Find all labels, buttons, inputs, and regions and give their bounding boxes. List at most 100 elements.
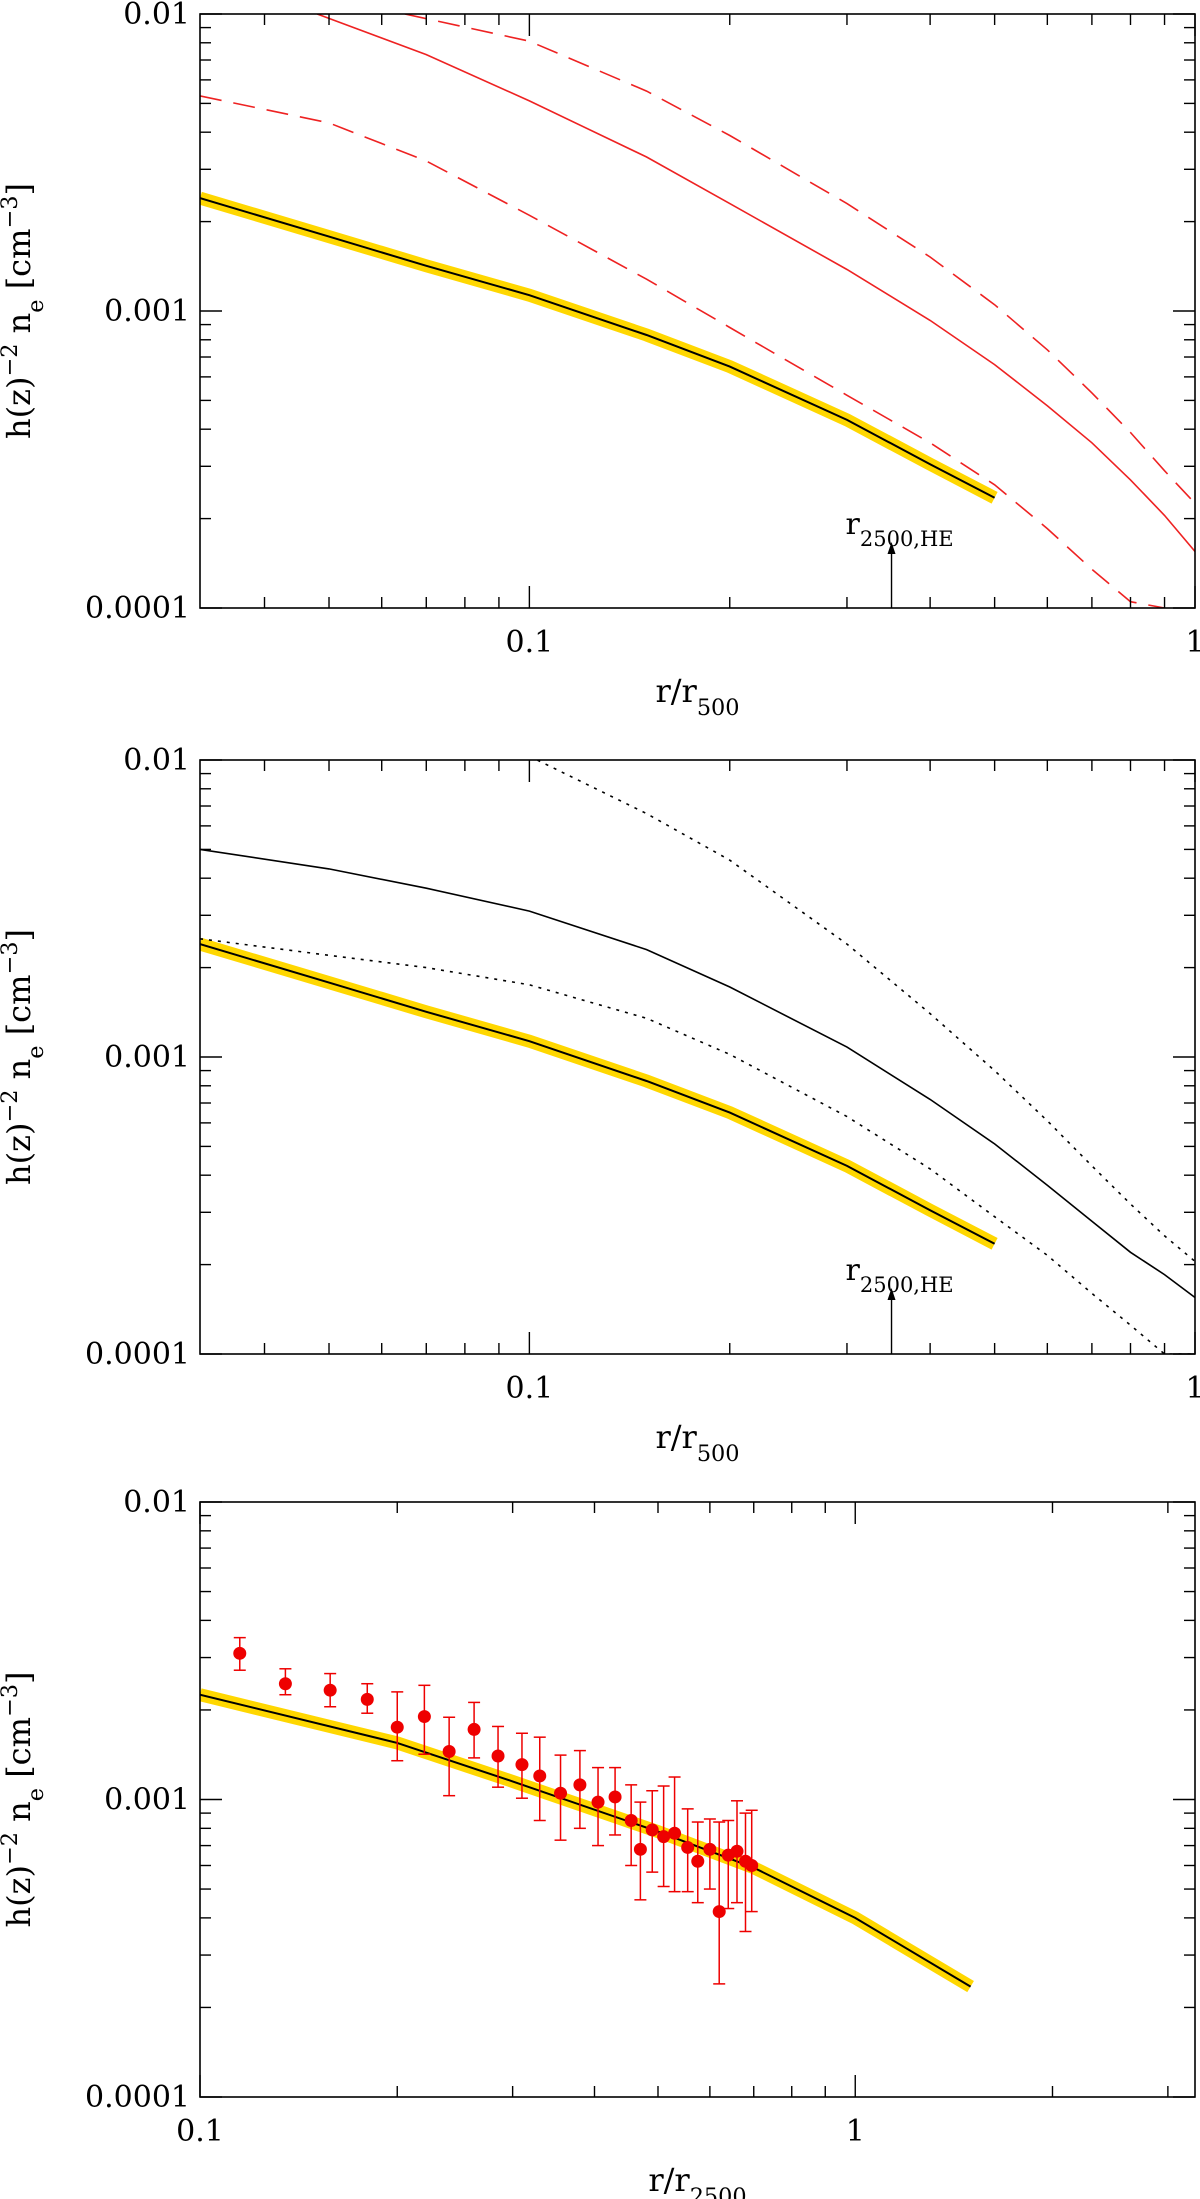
y-tick-label: 0.001 [104,294,190,329]
x-axis-label: r/r500 [655,1418,739,1467]
chart-panel-1: 0.1 1 0.0001 0.001 0.01 r/r500 h(z)−2 ne [cm−3… [0,0,1200,721]
data-marker [657,1830,671,1844]
plot-frame [199,13,1196,609]
best-fit-line [200,1693,972,1988]
x-tick-label: 0.1 [506,625,554,660]
plot-area [200,14,1195,608]
data-point [730,1800,744,1904]
r2500-label: r2500,HE [846,1253,954,1297]
data-point [657,1785,671,1888]
x-tick-label: 0.1 [506,1371,554,1406]
data-marker [417,1710,431,1724]
series-dashed-line-2 [200,95,1165,608]
data-marker [624,1813,638,1827]
data-marker [712,1905,726,1919]
data-marker [691,1854,705,1868]
data-point [278,1668,292,1696]
r2500-label: r2500,HE [846,507,954,551]
y-axis-label: h(z)−2 ne [cm−3] [0,183,49,439]
data-marker [360,1692,374,1706]
data-point [608,1766,622,1836]
data-marker [703,1842,717,1856]
data-point [681,1808,695,1893]
series-solid-line-1 [316,14,1195,553]
series-dotted-line-3 [535,760,1195,1263]
data-point [233,1636,247,1671]
data-point [554,1754,568,1841]
data-marker [745,1859,759,1872]
y-tick-label: 0.01 [123,1485,190,1520]
y-axis-label: h(z)−2 ne [cm−3] [0,929,49,1185]
data-point [573,1749,587,1830]
plot-area [200,1636,974,1993]
data-marker [554,1786,568,1800]
data-point [360,1682,374,1714]
series-dashed-line-3 [404,14,1195,504]
data-point [323,1672,337,1708]
arrow-head [887,1288,896,1300]
data-marker [390,1720,404,1734]
x-tick-label: 1 [1185,1371,1200,1406]
data-point [491,1725,505,1788]
data-marker [491,1749,505,1763]
data-marker [515,1758,529,1772]
data-marker [645,1823,659,1837]
plot-frame [199,1501,1196,2098]
data-point [515,1732,529,1799]
best-fit-line [200,943,996,1245]
chart-panel-3: 0.1 1 0.0001 0.001 0.01 r/r2500 h(z)−2 ne [cm−… [0,1485,1196,2199]
data-point [533,1736,547,1822]
data-marker [278,1677,292,1691]
data-marker [668,1826,682,1840]
plot-area [200,760,1195,1354]
y-tick-label: 0.01 [123,743,190,778]
best-fit-line [200,197,996,499]
data-marker [573,1778,587,1792]
data-point [467,1701,481,1759]
fit-uncertainty-band [200,937,998,1250]
y-tick-label: 0.0001 [85,591,190,626]
y-tick-label: 0.001 [104,1040,190,1075]
x-tick-label: 1 [846,2114,865,2149]
fit-uncertainty-band [200,1688,974,1993]
y-tick-label: 0.01 [123,0,190,32]
y-tick-label: 0.001 [104,1783,190,1818]
series-dotted-line-2 [200,938,1195,1354]
series-solid-line-1 [200,848,1195,1299]
data-marker [233,1646,247,1660]
data-marker [323,1683,337,1697]
r2500-marker: r2500,HE [846,1253,954,1354]
data-marker [533,1769,547,1783]
axis-ticks [199,1501,1195,2098]
data-point [691,1821,705,1904]
data-marker [730,1844,744,1858]
axis-ticks [200,759,1196,1355]
data-point [703,1818,717,1890]
data-point [668,1776,682,1893]
data-marker [608,1790,622,1804]
arrow-head [887,542,896,554]
y-axis-label: h(z)−2 ne [cm−3] [0,1672,49,1928]
r2500-marker: r2500,HE [846,507,954,608]
data-point [645,1790,659,1873]
x-tick-label: 0.1 [176,2114,224,2149]
data-point [633,1801,647,1901]
data-point [417,1684,431,1755]
data-point [745,1809,759,1913]
x-axis-label: r/r2500 [648,2161,746,2199]
chart-panel-2: 0.1 1 0.0001 0.001 0.01 r/r500 h(z)−2 ne [cm−3… [0,743,1200,1467]
data-point [442,1716,456,1797]
data-marker [467,1722,481,1736]
data-marker [633,1842,647,1856]
fit-uncertainty-band [200,191,998,504]
x-tick-label: 1 [1185,625,1200,660]
axis-ticks [200,13,1196,609]
data-point [390,1691,404,1762]
y-tick-label: 0.0001 [85,2080,190,2115]
plot-frame [199,759,1196,1355]
data-marker [442,1744,456,1758]
y-tick-label: 0.0001 [85,1337,190,1372]
data-marker [681,1840,695,1854]
data-point [624,1784,638,1867]
